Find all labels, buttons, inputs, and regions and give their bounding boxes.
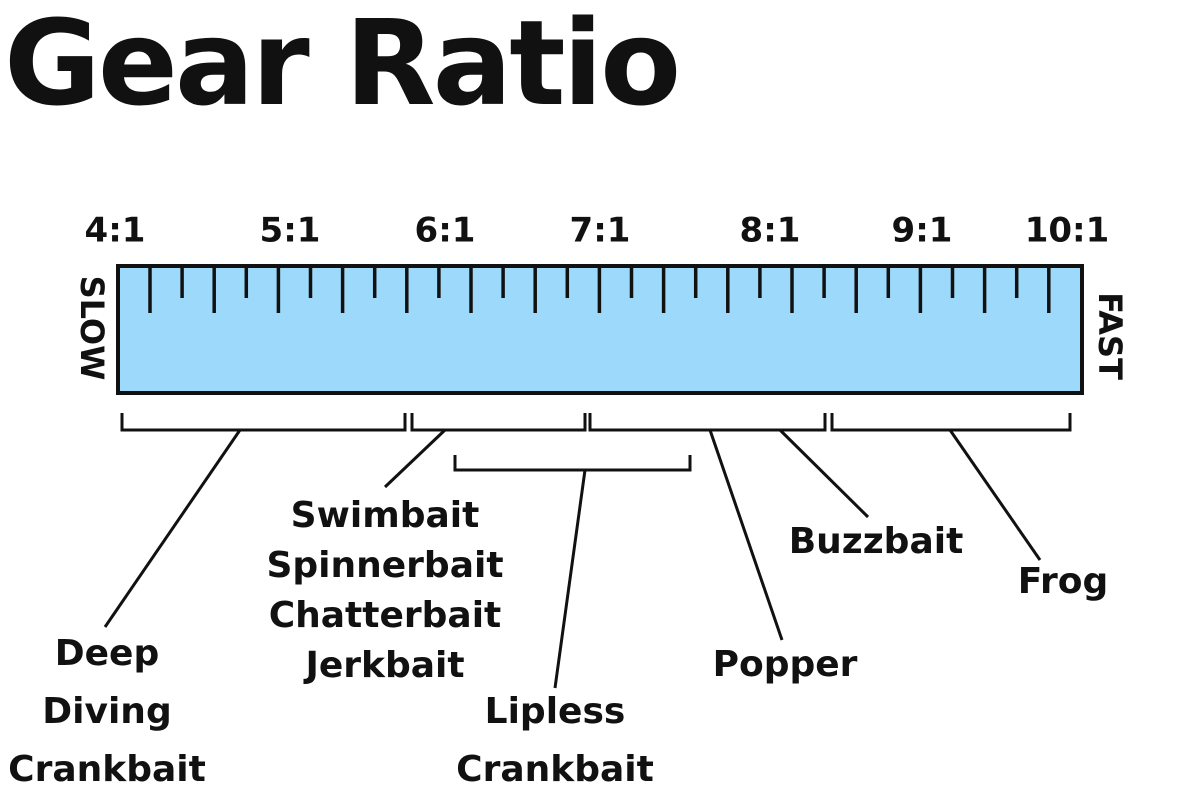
lure-label: Buzzbait	[789, 521, 964, 562]
scale-label: 9:1	[892, 211, 953, 251]
lure-label: Jerkbait	[302, 645, 464, 686]
pointer	[553, 469, 587, 689]
pointer	[948, 429, 1042, 561]
lure-label: Swimbait	[291, 495, 480, 536]
pointer	[708, 429, 784, 641]
scale-labels: 4:1 5:1 6:1 7:1 8:1 9:1 10:1	[85, 211, 1110, 251]
lure-label: Chatterbait	[269, 595, 502, 636]
bracket	[830, 413, 1072, 432]
bracket	[588, 413, 827, 432]
lure-label: Diving	[42, 691, 171, 732]
scale-label: 8:1	[740, 211, 801, 251]
lure-label: Crankbait	[8, 749, 206, 790]
scale-label: 5:1	[260, 211, 321, 251]
bracket	[453, 455, 692, 472]
pointer	[778, 428, 870, 519]
ruler-ticks	[148, 266, 1051, 313]
scale-label: 6:1	[415, 211, 476, 251]
lure-label: Frog	[1018, 561, 1109, 602]
fast-label: FAST	[1091, 292, 1129, 380]
lure-label: Deep	[55, 633, 159, 674]
brackets	[103, 413, 1072, 689]
lure-labels: Deep Diving Crankbait Swimbait Spinnerbait Ch…	[8, 495, 1108, 790]
lure-label: Lipless	[485, 691, 626, 732]
title: Gear Ratio	[4, 0, 678, 132]
slow-label: SLOW	[73, 276, 111, 381]
lure-label: Crankbait	[456, 749, 654, 790]
lure-label: Spinnerbait	[266, 545, 503, 586]
pointer	[103, 429, 242, 628]
scale-label: 4:1	[85, 211, 146, 251]
scale-label: 10:1	[1025, 211, 1110, 251]
scale-label: 7:1	[570, 211, 631, 251]
bracket	[410, 413, 587, 432]
bracket	[120, 413, 407, 432]
lure-label: Popper	[713, 644, 858, 685]
pointer	[383, 428, 447, 489]
